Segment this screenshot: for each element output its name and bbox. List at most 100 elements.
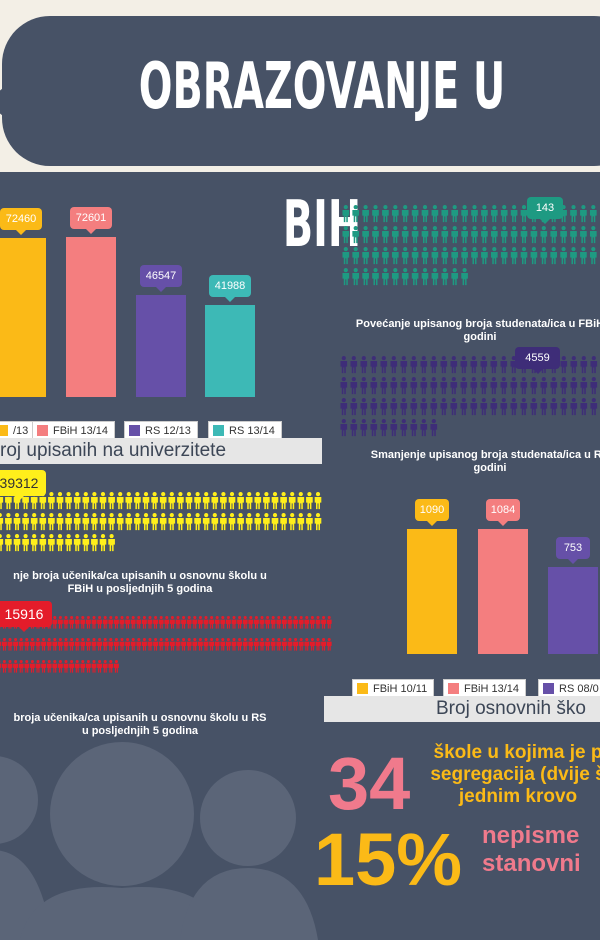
person-icon — [113, 638, 119, 651]
person-icon — [237, 513, 244, 531]
person-icon — [510, 398, 518, 416]
person-icon — [151, 492, 158, 510]
person-icon — [520, 377, 528, 395]
person-icon — [82, 534, 90, 552]
person-icon — [56, 513, 64, 531]
person-icon — [411, 205, 419, 223]
person-icon — [520, 226, 528, 244]
person-icon — [80, 638, 86, 651]
person-icon — [440, 356, 448, 374]
person-icon — [500, 226, 508, 244]
person-icon — [125, 616, 131, 629]
segregation-number: 34 — [328, 742, 411, 825]
person-icon — [352, 205, 360, 223]
person-icon — [119, 616, 125, 629]
person-icon — [391, 268, 399, 286]
person-icon — [242, 616, 248, 629]
person-icon — [24, 638, 30, 651]
person-icon — [340, 356, 348, 374]
person-icon — [450, 356, 458, 374]
person-icon — [237, 616, 243, 629]
person-icon — [500, 398, 508, 416]
person-icon — [211, 492, 219, 510]
person-icon — [451, 247, 459, 265]
person-icon — [265, 638, 271, 651]
person-icon — [470, 398, 478, 416]
person-icon — [57, 616, 63, 629]
caption-line: godini — [463, 331, 497, 343]
chart-title: Broj osnovnih ško — [324, 696, 600, 722]
person-icon — [372, 205, 379, 223]
person-icon — [5, 534, 12, 552]
bar-rs-12-13 — [136, 294, 186, 397]
person-icon — [480, 377, 488, 395]
person-icon — [391, 226, 399, 244]
person-icon — [63, 638, 69, 651]
person-icon — [530, 377, 538, 395]
person-icon — [540, 247, 548, 265]
fact-line: jednim krovo — [458, 786, 578, 807]
person-icon — [91, 534, 98, 552]
person-icon — [287, 638, 293, 651]
person-icon — [590, 356, 598, 374]
person-icon — [168, 513, 176, 531]
legend-label: FBiH 13/14 — [464, 683, 520, 695]
person-icon — [580, 356, 588, 374]
person-icon — [56, 534, 64, 552]
person-icon — [420, 419, 428, 437]
person-icon — [342, 226, 350, 244]
person-icon — [159, 513, 167, 531]
person-icon — [380, 377, 388, 395]
bar-fbih-10-11 — [407, 528, 457, 654]
person-icon — [99, 534, 107, 552]
person-icon — [411, 247, 419, 265]
person-icon — [13, 638, 19, 651]
person-icon — [13, 534, 21, 552]
person-icon — [225, 638, 231, 651]
person-icon — [39, 534, 47, 552]
bar-fbih-13-14 — [478, 529, 528, 654]
person-icon — [370, 377, 378, 395]
person-icon — [411, 268, 419, 286]
person-icon — [550, 247, 558, 265]
person-icon — [326, 638, 332, 651]
person-icon — [315, 616, 321, 629]
person-icon — [41, 638, 47, 651]
legend-label: RS 12/13 — [145, 425, 191, 437]
person-icon — [540, 398, 548, 416]
person-icon — [342, 205, 350, 223]
person-icon — [13, 660, 19, 673]
person-icon — [245, 492, 253, 510]
person-icon — [194, 492, 201, 510]
person-icon — [276, 638, 282, 651]
person-icon — [560, 356, 568, 374]
person-icon — [158, 616, 164, 629]
person-icon — [460, 377, 468, 395]
person-icon — [440, 398, 448, 416]
person-icon — [57, 638, 63, 651]
banner-tail — [0, 84, 8, 120]
person-icon — [362, 226, 369, 244]
person-icon — [382, 268, 389, 286]
person-icon — [22, 513, 29, 531]
person-icon — [431, 226, 439, 244]
person-icon — [293, 616, 299, 629]
person-icon — [350, 398, 358, 416]
person-icon — [589, 226, 597, 244]
person-icon — [151, 513, 158, 531]
person-icon — [280, 513, 287, 531]
person-icon — [134, 513, 141, 531]
person-icon — [57, 660, 63, 673]
legend-label: /13 — [13, 425, 29, 437]
person-icon — [500, 205, 508, 223]
title-banner — [0, 16, 600, 166]
person-icon — [287, 616, 293, 629]
person-icon — [248, 638, 254, 651]
person-icon — [263, 492, 270, 510]
person-icon — [421, 268, 429, 286]
caption-line: u posljednjih 5 godina — [81, 725, 199, 737]
person-icon — [214, 638, 220, 651]
person-icon — [220, 616, 226, 629]
legend-swatch-pink — [37, 425, 48, 436]
